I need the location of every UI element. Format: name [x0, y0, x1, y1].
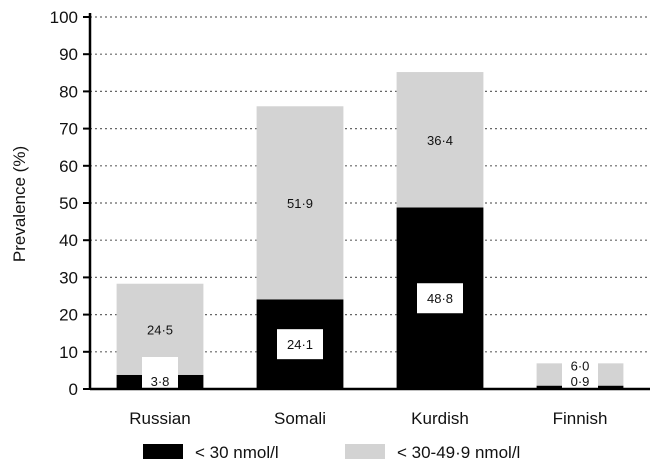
data-label: 3·8	[151, 374, 170, 389]
y-tick-label: 40	[59, 231, 78, 250]
data-label: 36·4	[427, 133, 453, 148]
y-tick-label: 90	[59, 45, 78, 64]
gridlines	[90, 16, 650, 353]
data-label-box	[277, 329, 323, 360]
x-tick-label: Kurdish	[411, 409, 469, 428]
bar-segment	[396, 72, 484, 208]
legend-swatch	[143, 444, 183, 459]
legend-swatch	[345, 444, 385, 459]
bars	[116, 72, 624, 389]
data-label: 6·0	[571, 358, 590, 373]
x-tick-label: Somali	[274, 409, 326, 428]
y-tick-label: 30	[59, 268, 78, 287]
data-label: 48·8	[427, 291, 453, 306]
bar-segment	[256, 106, 344, 300]
data-label: 24·1	[287, 337, 313, 352]
y-tick-label: 10	[59, 343, 78, 362]
y-tick-label: 20	[59, 306, 78, 325]
y-axis-label: Prevalence (%)	[10, 146, 29, 262]
axes: 0 10 20 30 40 50 60 70 80 90 100 Russian Somali Kurdi…	[50, 8, 650, 428]
legend-label: < 30 nmol/l	[195, 443, 279, 462]
data-label-box	[417, 283, 463, 314]
data-label-box	[562, 357, 598, 389]
data-labels: 3·8 24·5 24·1 51·9 48·8 36·4 0·96·0	[142, 133, 598, 389]
data-label-box	[142, 357, 178, 389]
y-tick-label: 0	[69, 380, 78, 399]
y-tick-label: 50	[59, 194, 78, 213]
y-tick-label: 60	[59, 157, 78, 176]
data-label: 0·9	[571, 374, 590, 389]
data-label: 24·5	[147, 322, 173, 337]
data-label: 51·9	[287, 196, 313, 211]
y-tick-label: 70	[59, 120, 78, 139]
x-tick-label: Finnish	[553, 409, 608, 428]
x-tick-label: Russian	[129, 409, 190, 428]
legend: < 30 nmol/l < 30-49·9 nmol/l	[143, 443, 520, 462]
legend-label: < 30-49·9 nmol/l	[397, 443, 520, 462]
y-tick-label: 100	[50, 8, 78, 27]
y-tick-label: 80	[59, 82, 78, 101]
